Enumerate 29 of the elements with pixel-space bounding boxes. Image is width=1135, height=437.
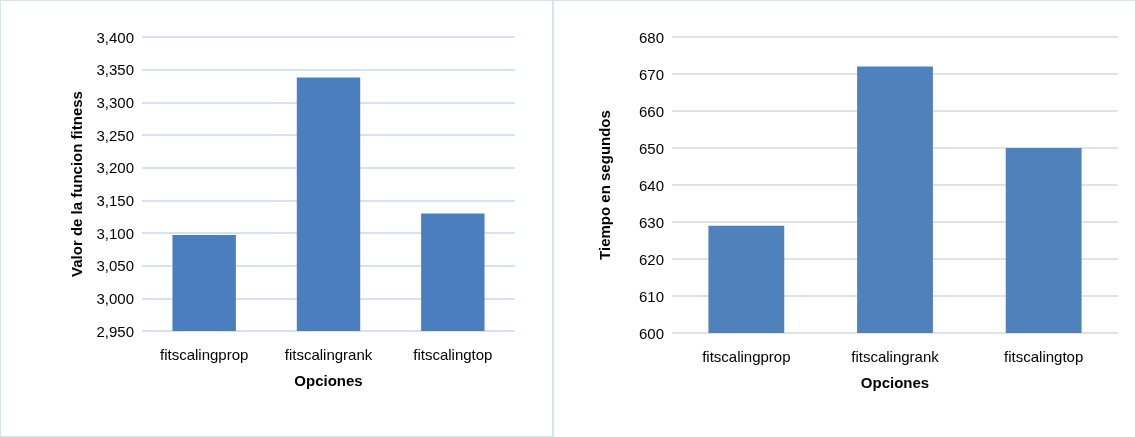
y-tick-label: 680 <box>638 28 664 46</box>
x-axis-title: Opciones <box>860 374 930 391</box>
y-tick-label: 3,050 <box>96 257 134 275</box>
y-tick-label: 620 <box>638 250 664 268</box>
y-tick-label: 610 <box>638 287 664 305</box>
y-tick-label: 3,100 <box>96 224 134 242</box>
y-tick-label: 2,950 <box>96 322 134 340</box>
y-tick-label: 640 <box>638 176 664 194</box>
y-tick-label: 3,200 <box>96 159 134 177</box>
x-tick-label: fitscalingprop <box>159 346 249 363</box>
y-axis-title: Tiempo en segundos <box>596 110 613 260</box>
y-tick-label: 3,250 <box>96 126 134 144</box>
x-tick-label: fitscalingrank <box>284 346 373 363</box>
y-tick-label: 670 <box>638 65 664 83</box>
y-tick-label: 600 <box>638 324 664 342</box>
y-axis-title: Valor de la funcion fitness <box>68 91 85 277</box>
y-tick-label: 3,300 <box>96 93 134 111</box>
y-tick-label: 650 <box>638 139 664 157</box>
y-tick-label: 3,350 <box>96 61 134 79</box>
x-tick-label: fitscalingtop <box>413 346 493 363</box>
y-tick-label: 3,150 <box>96 191 134 209</box>
x-tick-label: fitscalingrank <box>851 348 940 365</box>
y-tick-label: 630 <box>638 213 664 231</box>
y-tick-label: 660 <box>638 102 664 120</box>
x-tick-label: fitscalingtop <box>1004 348 1084 365</box>
y-tick-label: 3,400 <box>96 28 134 46</box>
x-axis-title: Opciones <box>294 372 363 389</box>
x-tick-label: fitscalingprop <box>702 348 791 365</box>
y-tick-label: 3,000 <box>96 289 134 307</box>
